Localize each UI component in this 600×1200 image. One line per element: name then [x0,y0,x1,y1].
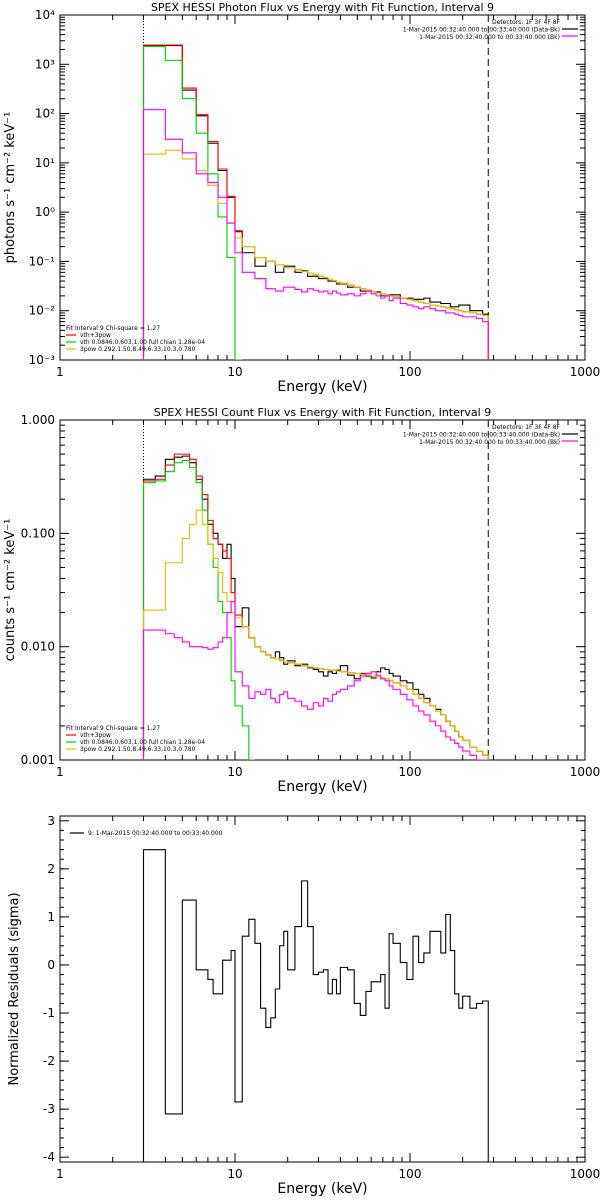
series-line-1 [142,455,489,760]
y-tick-label: 1 [47,910,55,924]
series-line-4 [142,509,489,760]
y-tick-label: 1.000 [21,413,55,427]
series-line-2 [142,44,489,360]
chart-panel-3: 1 10 100 1000 -4 -3 -2 -1 0 1 2 3 Energy (keV) Normal… [7,814,600,1197]
x-tick-label: 1000 [570,365,600,379]
x-tick-label: 1000 [570,765,600,779]
x-tick-label: 100 [399,765,422,779]
y-tick-label: 10⁴ [35,8,55,22]
chart-title: SPEX HESSI Photon Flux vs Energy with Fi… [151,1,494,14]
top-legend-text: Detectors: 1F 3F 4F 8F [492,19,561,26]
plot-area [142,420,489,760]
chart-panel-1: SPEX HESSI Photon Flux vs Energy with Fi… [3,1,600,395]
bottom-legend-text: vth 0.0846,0.603,1.00 full chian 1.28e-0… [80,739,205,746]
plot-frame [59,815,586,1163]
chart-panel-2: SPEX HESSI Count Flux vs Energy with Fit… [3,406,600,795]
bottom-legend-text: Fit Interval 9 Chi-square = 1.27 [66,725,160,732]
x-axis-label: Energy (keV) [277,779,367,795]
series-line-5 [142,109,489,360]
y-tick-label: 10² [35,107,55,121]
series-line-1 [142,45,489,360]
bottom-legend-text: vth+3pow [80,332,111,339]
y-tick-label: 0.100 [21,526,55,540]
series-line-3 [142,45,243,360]
top-legend-text: 1-Mar-2015 00:32:40.000 to 00:33:40.000 … [403,432,560,439]
y-tick-label: 10⁻³ [29,353,56,367]
y-axis-label: Normalized Residuals (sigma) [7,892,22,1085]
y-axis-label: counts s⁻¹ cm⁻² keV⁻¹ [3,519,18,662]
x-axis-label: Energy (keV) [277,1181,367,1197]
residuals-legend-text: 9: 1-Mar-2015 00:32:40.000 to 00:33:40.0… [88,830,223,837]
top-legend-text: 1-Mar-2015 00:32:40.000 to 00:33:40.000 … [419,34,560,41]
x-tick-label: 1 [56,765,64,779]
bottom-legend-text: Fit Interval 9 Chi-square = 1.27 [66,325,160,332]
y-tick-label: 3 [47,814,55,828]
plot-frame [59,14,586,361]
x-tick-label: 100 [399,365,422,379]
y-tick-label: 10¹ [35,156,55,170]
bottom-legend-text: vth+3pow [80,732,111,739]
series-line-4 [142,149,489,360]
series-line-1 [142,849,489,1162]
y-tick-label: -3 [43,1102,55,1116]
top-legend-text: 1-Mar-2015 00:32:40.000 to 00:33:40.000 … [419,439,560,446]
y-tick-label: -4 [43,1150,55,1164]
y-tick-label: 2 [47,862,55,876]
y-tick-label: 10³ [35,57,55,71]
y-tick-label: 0.001 [21,753,55,767]
y-tick-label: 10⁻² [29,304,56,318]
x-tick-label: 10 [227,365,242,379]
y-tick-label: 0 [47,958,55,972]
x-tick-label: 100 [399,1167,422,1181]
bottom-legend-text: 3pow 0.292,1.50,8.49,6.33,10.3,0.780 [80,346,196,353]
plot-area [142,15,489,360]
x-tick-label: 1 [56,1167,64,1181]
bottom-legend-text: 3pow 0.292,1.50,8.49,6.33,10.3,0.780 [80,746,196,753]
series-line-5 [142,601,489,760]
bottom-legend-text: vth 0.0846,0.603,1.00 full chian 1.28e-0… [80,339,205,346]
top-legend-text: 1-Mar-2015 00:32:40.000 to 00:33:40.000 … [403,27,560,34]
plot-frame [59,419,586,761]
x-tick-label: 10 [227,765,242,779]
plot-area [142,849,489,1162]
top-legend-text: Detectors: 1F 3F 4F 8F [492,424,561,431]
y-tick-label: -1 [43,1006,55,1020]
x-tick-label: 1 [56,365,64,379]
x-tick-label: 10 [227,1167,242,1181]
y-tick-label: 10⁰ [35,205,55,219]
x-tick-label: 1000 [570,1167,600,1181]
x-axis-label: Energy (keV) [277,379,367,395]
y-tick-label: 10⁻¹ [29,254,56,268]
y-axis-label: photons s⁻¹ cm⁻² keV⁻¹ [3,112,18,264]
y-tick-label: -2 [43,1054,55,1068]
y-tick-label: 0.010 [21,640,55,654]
series-line-2 [142,453,489,760]
chart-title: SPEX HESSI Count Flux vs Energy with Fit… [154,406,491,419]
